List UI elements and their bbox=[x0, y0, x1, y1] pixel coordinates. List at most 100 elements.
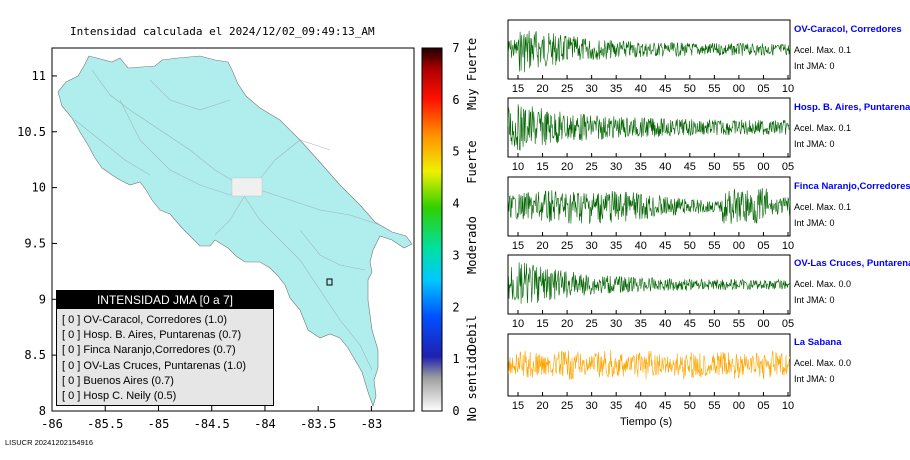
map-x-axis: -86 -85.5 -85 -84.5 -84 -83.5 -83 bbox=[41, 406, 382, 431]
waveform-tick-label: 55 bbox=[708, 83, 720, 95]
colorbar-tick-label: 0 bbox=[452, 404, 459, 418]
waveform-tick-label: 20 bbox=[536, 83, 548, 95]
waveform-tick-label: 35 bbox=[635, 318, 647, 330]
map-y-tick-label: 9.5 bbox=[24, 236, 46, 250]
map-x-tick-label: -83.5 bbox=[300, 417, 336, 431]
time-axis-label: Tiempo (s) bbox=[620, 416, 673, 428]
station-acel: Acel. Max. 0.1 bbox=[794, 45, 852, 55]
waveform-tick-label: 00 bbox=[757, 161, 769, 173]
waveform-tick-label: 10 bbox=[782, 83, 794, 95]
waveform-tick-label: 10 bbox=[782, 240, 794, 252]
legend-box: INTENSIDAD JMA [0 a 7] [ 0 ] OV-Caracol,… bbox=[56, 290, 274, 406]
waveform-tick-label: 30 bbox=[586, 83, 598, 95]
waveform-panel: 10 15 20 25 30 35 40 45 50 55 00 05 bbox=[507, 254, 794, 330]
legend-item: [ 0 ] Finca Naranjo,Corredores (0.7) bbox=[62, 344, 236, 357]
waveform-tick-label: 45 bbox=[684, 161, 696, 173]
map-x-tick-label: -86 bbox=[41, 417, 63, 431]
map-y-tick-label: 9 bbox=[39, 292, 46, 306]
waveform-tick-label: 55 bbox=[733, 161, 745, 173]
waveform-tick-label: 55 bbox=[733, 318, 745, 330]
waveform-tick-label: 40 bbox=[659, 161, 671, 173]
waveform-tick-label: 05 bbox=[757, 400, 769, 412]
map-y-tick-label: 11 bbox=[32, 69, 46, 83]
waveform-tick-label: 05 bbox=[757, 83, 769, 95]
waveform-tick-label: 50 bbox=[684, 83, 696, 95]
map-x-tick-label: -83 bbox=[361, 417, 383, 431]
colorbar-tick-label: 7 bbox=[452, 41, 459, 55]
map-x-tick-label: -85 bbox=[148, 417, 170, 431]
station-name: Finca Naranjo,Corredores bbox=[794, 181, 910, 192]
waveform-trace bbox=[507, 30, 791, 73]
legend-list: [ 0 ] OV-Caracol, Corredores (1.0) [ 0 ]… bbox=[62, 313, 273, 404]
map-x-tick-label: -85.5 bbox=[87, 417, 123, 431]
station-info-5: La Sabana Acel. Max. 0.0 Int JMA: 0 bbox=[794, 337, 910, 384]
waveform-tick-label: 05 bbox=[782, 318, 794, 330]
station-info-3: Finca Naranjo,Corredores Acel. Max. 0.1 … bbox=[794, 181, 910, 228]
map-y-tick-label: 8.5 bbox=[24, 348, 46, 362]
waveform-panel: 15 20 25 30 35 40 45 50 55 00 05 10 bbox=[507, 333, 794, 412]
waveform-tick-label: 45 bbox=[659, 240, 671, 252]
waveform-tick-label: 00 bbox=[733, 83, 745, 95]
waveform-tick-label: 25 bbox=[561, 240, 573, 252]
legend-item: [ 0 ] Hosp C. Neily (0.5) bbox=[62, 390, 177, 403]
waveform-panel: 15 20 25 30 35 40 45 50 55 00 05 10 bbox=[507, 19, 794, 95]
station-int: Int JMA: 0 bbox=[794, 139, 835, 149]
station-marker bbox=[326, 278, 333, 286]
waveform-tick-label: 35 bbox=[610, 83, 622, 95]
map-title: Intensidad calculada el 2024/12/02_09:49… bbox=[70, 25, 375, 38]
station-name: La Sabana bbox=[794, 337, 842, 348]
station-info-4: OV-Las Cruces, Puntarenas Acel. Max. 0.0… bbox=[794, 258, 910, 305]
footer-id: LISUCR 20241202154916 bbox=[5, 438, 93, 447]
station-int: Int JMA: 0 bbox=[794, 374, 835, 384]
waveform-tick-label: 30 bbox=[610, 161, 622, 173]
station-acel: Acel. Max. 0.0 bbox=[794, 279, 852, 289]
waveform-tick-label: 20 bbox=[536, 400, 548, 412]
waveform-tick-label: 15 bbox=[536, 161, 548, 173]
waveform-trace bbox=[507, 350, 791, 380]
waveform-tick-label: 05 bbox=[757, 240, 769, 252]
waveform-tick-label: 40 bbox=[635, 83, 647, 95]
waveform-tick-label: 20 bbox=[561, 318, 573, 330]
colorbar-tick-label: 1 bbox=[452, 352, 459, 366]
waveform-tick-label: 00 bbox=[733, 240, 745, 252]
station-info-1: OV-Caracol, Corredores Acel. Max. 0.1 In… bbox=[794, 24, 910, 71]
station-acel: Acel. Max. 0.1 bbox=[794, 123, 852, 133]
colorbar-tick-label: 5 bbox=[452, 145, 459, 159]
waveform-frame bbox=[507, 176, 791, 237]
waveform-panel: 10 15 20 25 30 35 40 45 50 55 00 05 bbox=[507, 97, 794, 173]
map-y-tick-label: 10 bbox=[32, 181, 46, 195]
map-y-tick-label: 10.5 bbox=[17, 125, 46, 139]
waveform-tick-label: 25 bbox=[586, 161, 598, 173]
map-x-tick-label: -84.5 bbox=[194, 417, 230, 431]
waveform-tick-label: 50 bbox=[708, 161, 720, 173]
waveform-tick-label: 45 bbox=[659, 400, 671, 412]
station-int: Int JMA: 0 bbox=[794, 218, 835, 228]
waveform-tick-label: 35 bbox=[610, 400, 622, 412]
colorbar-gradient bbox=[421, 47, 443, 412]
waveform-tick-label: 15 bbox=[536, 318, 548, 330]
waveform-tick-label: 00 bbox=[733, 400, 745, 412]
map-y-tick-label: 8 bbox=[39, 404, 46, 418]
waveform-tick-label: 45 bbox=[684, 318, 696, 330]
legend-title: INTENSIDAD JMA [0 a 7] bbox=[57, 291, 273, 309]
station-acel: Acel. Max. 0.0 bbox=[794, 358, 852, 368]
waveform-tick-label: 40 bbox=[635, 240, 647, 252]
colorbar-label: No sentido bbox=[465, 349, 479, 421]
waveform-tick-label: 25 bbox=[586, 318, 598, 330]
waveform-trace bbox=[507, 187, 791, 224]
waveform-tick-label: 10 bbox=[512, 318, 524, 330]
waveform-tick-label: 30 bbox=[586, 400, 598, 412]
city-cluster bbox=[231, 177, 263, 197]
legend-item: [ 0 ] OV-Caracol, Corredores (1.0) bbox=[62, 314, 228, 326]
station-info-2: Hosp. B. Aires, Puntarenas Acel. Max. 0.… bbox=[794, 102, 910, 149]
waveform-tick-label: 05 bbox=[782, 161, 794, 173]
waveform-tick-label: 40 bbox=[659, 318, 671, 330]
colorbar-ticks: 7 6 5 4 3 2 1 0 bbox=[452, 41, 459, 418]
colorbar-label: Fuerte bbox=[465, 140, 479, 183]
waveform-tick-label: 35 bbox=[635, 161, 647, 173]
waveform-tick-label: 15 bbox=[512, 83, 524, 95]
station-int: Int JMA: 0 bbox=[794, 295, 835, 305]
station-name: OV-Caracol, Corredores bbox=[794, 24, 902, 35]
